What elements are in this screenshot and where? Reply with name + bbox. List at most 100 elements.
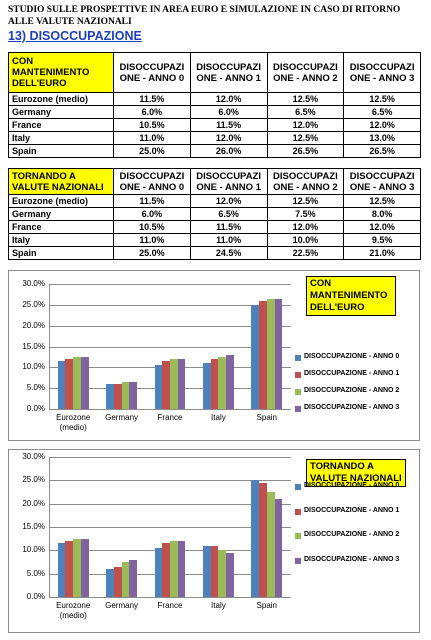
bar bbox=[210, 359, 219, 409]
value-cell: 6.5% bbox=[266, 105, 345, 119]
y-axis bbox=[49, 284, 50, 409]
x-tick-label: Italy bbox=[211, 601, 226, 610]
y-tick-label: 20.0% bbox=[22, 320, 45, 330]
value-cell: 12.5% bbox=[266, 194, 345, 208]
y-tick-label: 5.0% bbox=[26, 568, 45, 578]
x-tick-label: Eurozone (medio) bbox=[56, 413, 91, 432]
value-cell: 26.5% bbox=[343, 144, 421, 158]
column-header: DISOCCUPAZIONE - ANNO 1 bbox=[189, 52, 268, 93]
bar bbox=[274, 499, 283, 597]
bar bbox=[226, 354, 234, 409]
bar bbox=[121, 562, 130, 597]
grid-line bbox=[49, 503, 291, 505]
annotation: CON MANTENIMENTO DELL'EURO bbox=[306, 276, 396, 316]
bar bbox=[154, 365, 163, 409]
row-label: Spain bbox=[8, 246, 114, 260]
row-label: France bbox=[8, 118, 114, 132]
value-cell: 12.5% bbox=[266, 131, 345, 145]
bar bbox=[106, 384, 114, 409]
grid-line bbox=[49, 480, 291, 482]
value-cell: 11.5% bbox=[113, 194, 191, 208]
bar bbox=[251, 304, 260, 409]
value-cell: 11.5% bbox=[189, 220, 268, 234]
legend-label: DISOCCUPAZIONE - ANNO 0 bbox=[304, 353, 400, 360]
x-tick-label: Germany bbox=[105, 413, 139, 422]
row-label: Germany bbox=[8, 207, 114, 221]
value-cell: 6.5% bbox=[343, 105, 421, 119]
value-cell: 26.0% bbox=[189, 144, 268, 158]
value-cell: 13.0% bbox=[343, 131, 421, 145]
bar bbox=[218, 550, 227, 597]
value-cell: 12.0% bbox=[266, 220, 345, 234]
value-cell: 10.0% bbox=[266, 233, 345, 247]
bar bbox=[73, 538, 81, 597]
annotation: TORNANDO A VALUTE NAZIONALI bbox=[306, 459, 406, 487]
table-row: Italy 11.0% 12.0% 12.5% 13.0% bbox=[8, 131, 421, 145]
y-tick-label: 30.0% bbox=[22, 452, 45, 461]
table-row: Germany 6.0% 6.0% 6.5% 6.5% bbox=[8, 105, 421, 119]
row-label: Italy bbox=[8, 131, 114, 145]
bar bbox=[121, 381, 130, 409]
grid-line bbox=[49, 457, 291, 458]
value-cell: 12.0% bbox=[343, 118, 421, 132]
x-tick-label: France bbox=[157, 413, 183, 422]
value-cell: 12.5% bbox=[343, 194, 421, 208]
x-tick-label: Italy bbox=[211, 413, 226, 422]
x-tick-label: Germany bbox=[105, 601, 139, 610]
data-table: CON MANTENIMENTO DELL'EURO DISOCCUPAZIONE… bbox=[8, 52, 421, 158]
column-header: DISOCCUPAZIONE - ANNO 1 bbox=[189, 168, 268, 195]
bar bbox=[65, 541, 74, 597]
bar bbox=[162, 543, 170, 597]
value-cell: 12.0% bbox=[343, 220, 421, 234]
value-cell: 11.0% bbox=[189, 233, 268, 247]
data-table: TORNANDO A VALUTE NAZIONALI DISOCCUPAZION… bbox=[8, 168, 421, 260]
bar bbox=[274, 298, 283, 409]
legend-swatch bbox=[295, 533, 301, 539]
value-cell: 10.5% bbox=[113, 220, 191, 234]
corner-cell: TORNANDO A VALUTE NAZIONALI bbox=[8, 168, 114, 195]
bar bbox=[202, 363, 211, 409]
bar bbox=[65, 359, 74, 409]
value-cell: 12.5% bbox=[266, 92, 345, 106]
value-cell: 24.5% bbox=[189, 246, 268, 260]
grid-line bbox=[49, 409, 291, 410]
bar bbox=[226, 552, 234, 597]
bar bbox=[73, 356, 81, 409]
value-cell: 10.5% bbox=[113, 118, 191, 132]
legend-swatch bbox=[295, 372, 301, 378]
value-cell: 6.0% bbox=[189, 105, 268, 119]
bar bbox=[266, 298, 275, 409]
value-cell: 12.0% bbox=[189, 92, 268, 106]
value-cell: 6.0% bbox=[113, 207, 191, 221]
legend-swatch bbox=[295, 355, 301, 361]
value-cell: 12.0% bbox=[189, 131, 268, 145]
value-cell: 26.5% bbox=[266, 144, 345, 158]
bar bbox=[162, 361, 170, 409]
legend-label: DISOCCUPAZIONE - ANNO 1 bbox=[304, 370, 400, 377]
row-label: France bbox=[8, 220, 114, 234]
bar bbox=[113, 566, 122, 597]
y-tick-label: 25.0% bbox=[22, 475, 45, 485]
value-cell: 21.0% bbox=[343, 246, 421, 260]
value-cell: 8.0% bbox=[343, 207, 421, 221]
column-header: DISOCCUPAZIONE - ANNO 3 bbox=[343, 168, 421, 195]
value-cell: 22.5% bbox=[266, 246, 345, 260]
document-title: STUDIO SULLE PROSPETTIVE IN AREA EURO E … bbox=[8, 5, 401, 27]
header-row: TORNANDO A VALUTE NAZIONALI DISOCCUPAZION… bbox=[8, 168, 421, 195]
y-tick-label: 20.0% bbox=[22, 498, 45, 508]
bar bbox=[218, 356, 227, 409]
table-row: Germany 6.0% 6.5% 7.5% 8.0% bbox=[8, 207, 421, 221]
value-cell: 12.0% bbox=[189, 194, 268, 208]
value-cell: 7.5% bbox=[266, 207, 345, 221]
y-tick-label: 0.0% bbox=[26, 592, 45, 601]
bar bbox=[210, 545, 219, 597]
table-row: Eurozone (medio) 11.5% 12.0% 12.5% 12.5% bbox=[8, 194, 421, 208]
legend-label: DISOCCUPAZIONE - ANNO 0 bbox=[304, 482, 400, 489]
bar bbox=[57, 361, 66, 409]
value-cell: 25.0% bbox=[113, 246, 191, 260]
table-row: Eurozone (medio) 11.5% 12.0% 12.5% 12.5% bbox=[8, 92, 421, 106]
legend-swatch bbox=[295, 557, 301, 564]
y-tick-label: 10.0% bbox=[22, 545, 45, 555]
bar bbox=[80, 356, 89, 409]
